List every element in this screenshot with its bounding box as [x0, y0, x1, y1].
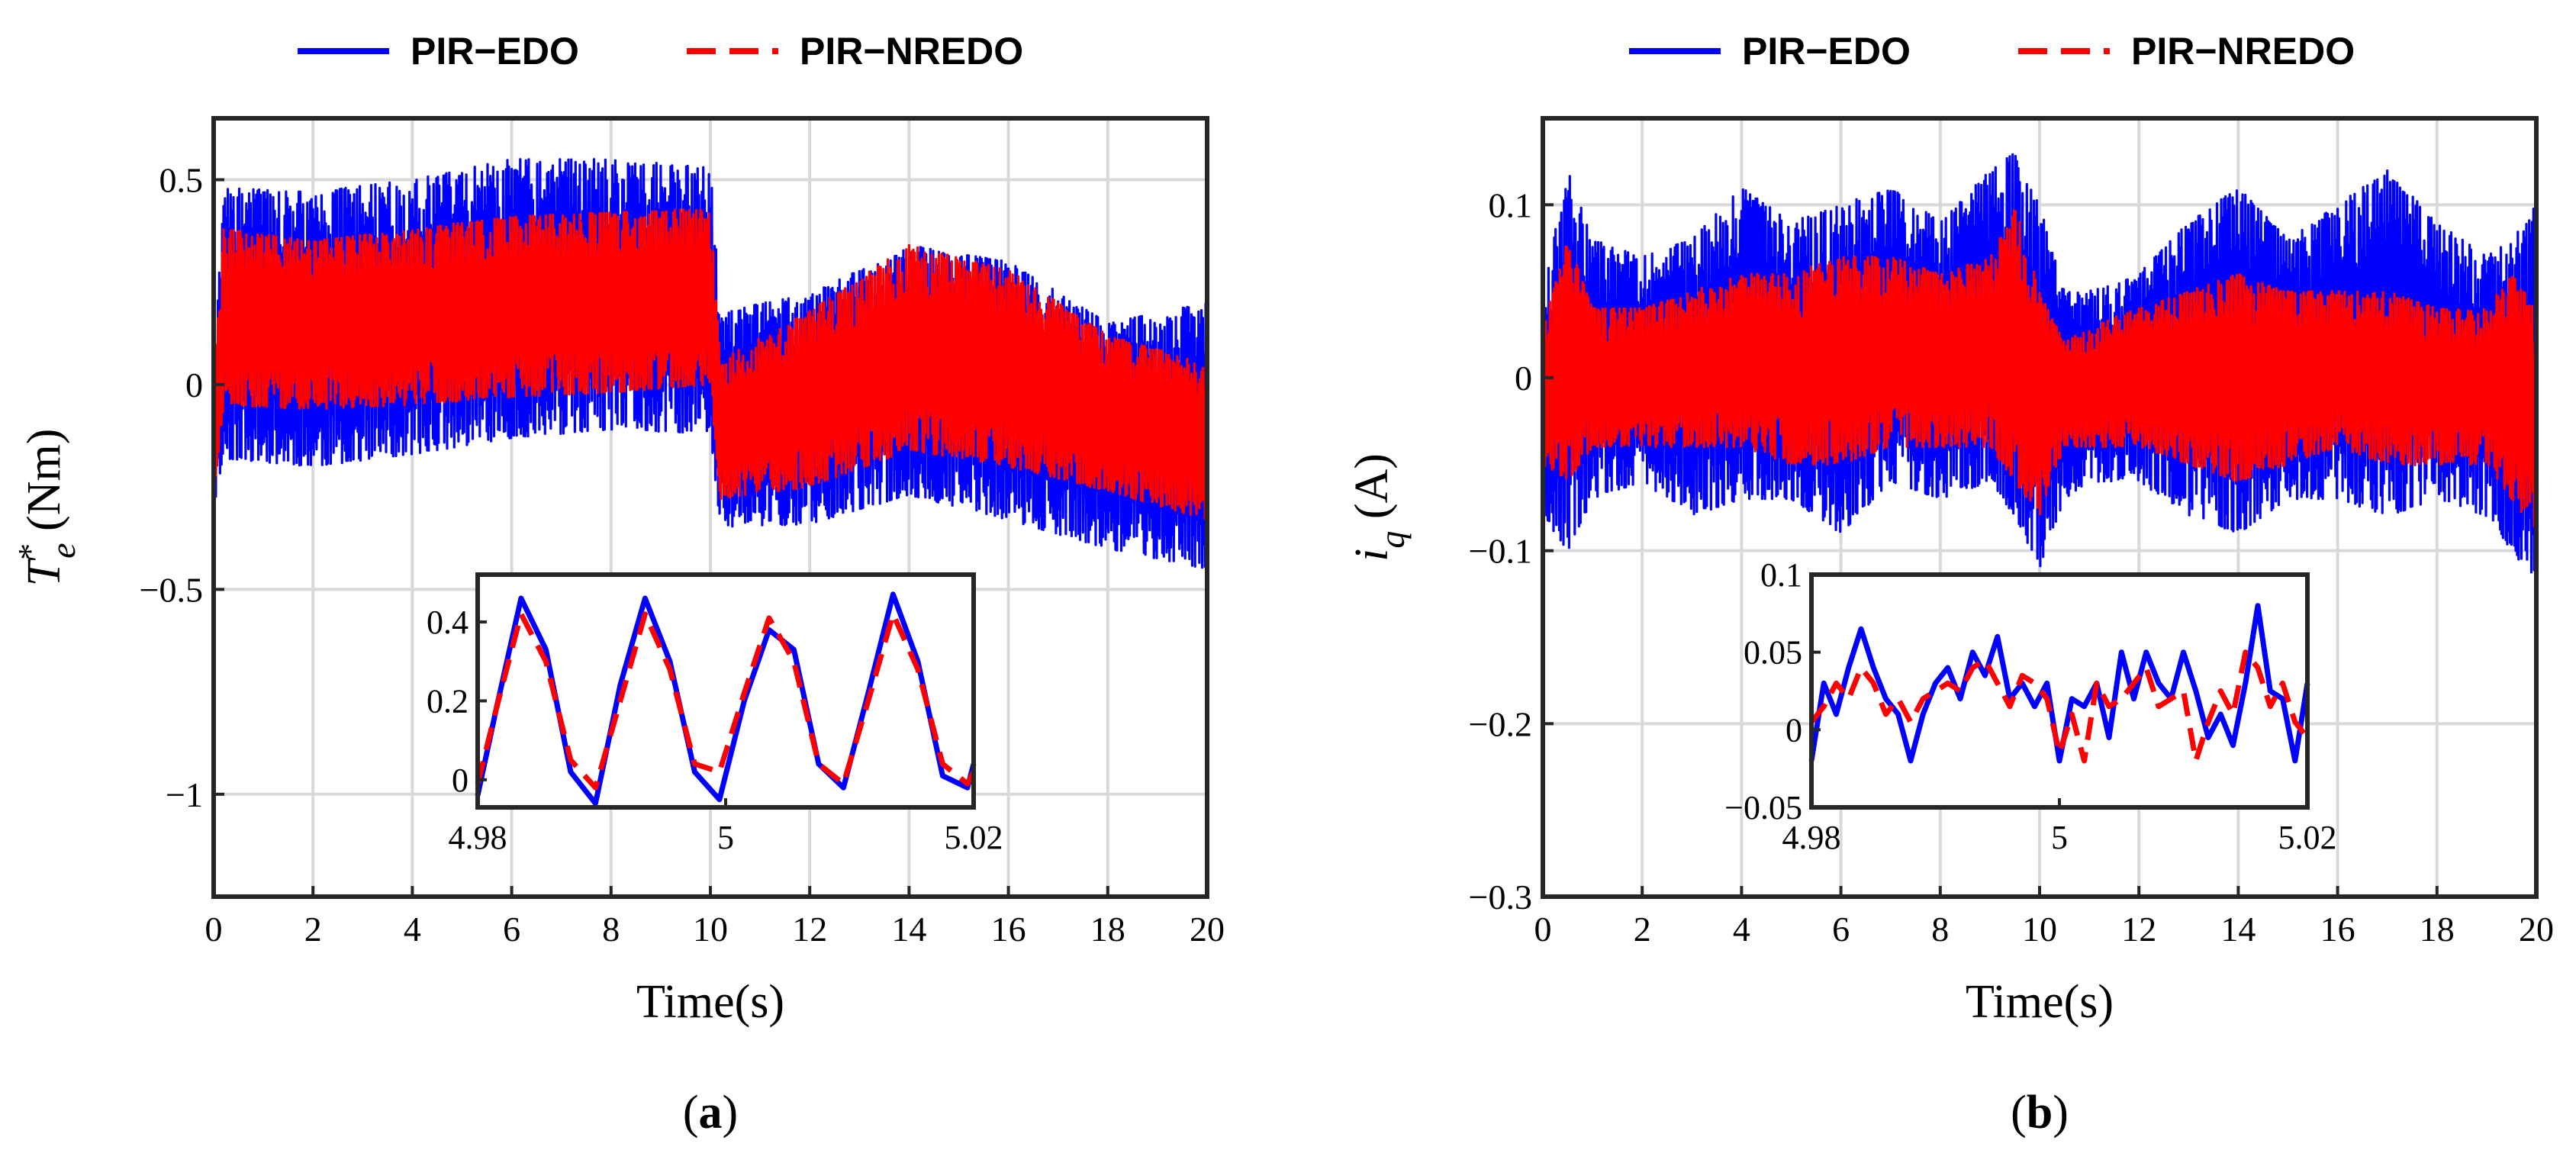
series-pir-nredo — [214, 208, 1207, 520]
x-tick-label: 0 — [205, 910, 223, 949]
inset-series-pir-edo — [1808, 603, 2310, 764]
panel-b: 0 2 4 6 8 10 12 14 16 18 20 0.1 0 −0.1 −0.2 −0.3 Time(s)… — [1346, 30, 2554, 1139]
y-tick-label: −0.1 — [1469, 532, 1532, 571]
x-tick-label: 16 — [2320, 910, 2355, 949]
legend-label-pir-nredo: PIR−NREDO — [800, 30, 1023, 72]
panel-a: 0 2 4 6 8 10 12 14 16 18 20 0.5 0 −0.5 −1 Time(s) T*e (N… — [11, 30, 1225, 1139]
x-tick-label: 6 — [503, 910, 520, 949]
inset-y-tick-label: 0.1 — [1760, 556, 1802, 594]
inset: 4.98 5 5.02 0.1 0.05 0 −0.05 — [1724, 556, 2336, 856]
y-tick-label: −1 — [166, 775, 203, 814]
inset-series-pir-edo — [475, 591, 977, 807]
panel-label: (a) — [683, 1087, 738, 1139]
inset-y-tick-label: 0.4 — [427, 604, 469, 641]
legend-label-pir-nredo: PIR−NREDO — [2131, 30, 2355, 72]
x-tick-label: 4 — [404, 910, 421, 949]
x-tick-label: 12 — [792, 910, 827, 949]
x-tick-label: 10 — [693, 910, 728, 949]
x-tick-label: 18 — [1090, 910, 1125, 949]
x-tick-label: 10 — [2022, 910, 2057, 949]
y-axis-label: T*e (Nm) — [11, 429, 82, 587]
inset-x-tick-label: 4.98 — [1782, 819, 1841, 856]
inset-x-tick-label: 5.02 — [2278, 819, 2337, 856]
legend-label-pir-edo: PIR−EDO — [1742, 30, 1911, 72]
x-tick-label: 2 — [1634, 910, 1651, 949]
y-tick-label: −0.2 — [1469, 704, 1532, 743]
x-axis-label: Time(s) — [636, 976, 784, 1028]
inset-y-tick-label: 0 — [452, 762, 469, 799]
x-tick-label: 8 — [1931, 910, 1949, 949]
legend-label-pir-edo: PIR−EDO — [411, 30, 579, 72]
inset-x-tick-label: 5 — [2051, 819, 2068, 856]
legend: PIR−EDO PIR−NREDO — [298, 30, 1023, 72]
signal-group — [1543, 153, 2536, 575]
inset-y-tick-label: 0 — [1785, 711, 1802, 749]
x-tick-label: 14 — [891, 910, 926, 949]
panel-label: (b) — [2011, 1087, 2069, 1139]
legend: PIR−EDO PIR−NREDO — [1629, 30, 2355, 72]
x-tick-label: 20 — [1190, 910, 1225, 949]
inset-x-tick-label: 5 — [717, 819, 734, 856]
y-tick-label: −0.3 — [1469, 878, 1532, 916]
inset-area — [1811, 575, 2307, 807]
y-tick-label: 0 — [1515, 359, 1532, 398]
series-pir-nredo — [1543, 209, 2536, 528]
x-tick-label: 2 — [304, 910, 322, 949]
inset-series-pir-nredo — [475, 611, 977, 791]
inset-series-pir-nredo — [1809, 649, 2310, 764]
inset-x-tick-label: 5.02 — [945, 819, 1003, 856]
inset-y-tick-label: 0.2 — [427, 682, 469, 720]
x-tick-label: 14 — [2220, 910, 2256, 949]
x-tick-label: 0 — [1534, 910, 1552, 949]
y-tick-label: 0 — [185, 366, 203, 404]
x-tick-label: 4 — [1733, 910, 1750, 949]
signal-group — [214, 158, 1207, 569]
x-tick-label: 18 — [2420, 910, 2455, 949]
inset: 4.98 5 5.02 0.4 0.2 0 — [427, 572, 1003, 856]
inset-x-tick-label: 4.98 — [449, 819, 507, 856]
x-tick-label: 8 — [602, 910, 620, 949]
x-tick-label: 6 — [1832, 910, 1850, 949]
y-axis-label: iq (A) — [1346, 453, 1412, 562]
y-tick-label: −0.5 — [140, 570, 203, 609]
x-tick-label: 16 — [991, 910, 1026, 949]
y-tick-label: 0.1 — [1489, 185, 1533, 224]
y-tick-label: 0.5 — [159, 161, 204, 200]
x-tick-label: 20 — [2519, 910, 2554, 949]
x-tick-label: 12 — [2121, 910, 2156, 949]
inset-y-tick-label: −0.05 — [1724, 789, 1802, 826]
x-axis-label: Time(s) — [1966, 976, 2114, 1028]
inset-y-tick-label: 0.05 — [1744, 634, 1802, 672]
